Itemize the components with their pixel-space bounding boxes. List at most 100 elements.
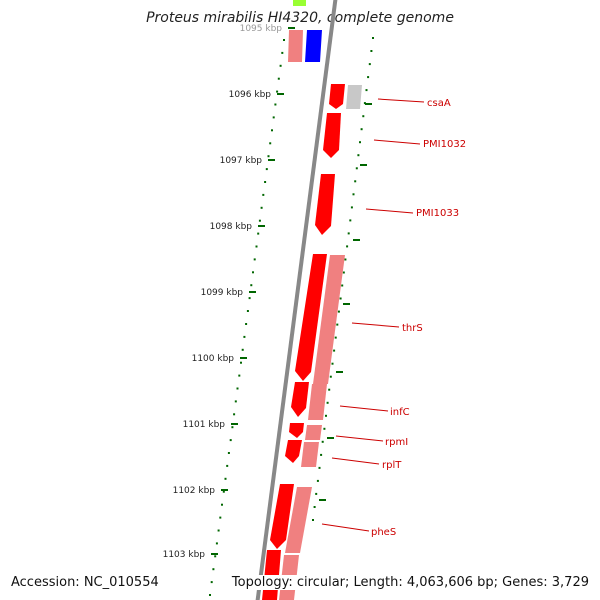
scale-dot xyxy=(231,426,234,429)
scale-label: 1101 kbp xyxy=(183,420,226,430)
scale-dot xyxy=(252,271,254,274)
scale-dot xyxy=(250,284,253,287)
scale-dot xyxy=(217,529,220,532)
outer-scale-ring xyxy=(312,37,374,521)
gene-pmi1033 xyxy=(315,174,335,235)
scale-dot xyxy=(222,490,225,493)
scale-dot xyxy=(277,77,280,80)
gene-phes-pink xyxy=(285,487,312,553)
scale-dot xyxy=(329,375,332,378)
gene-label: csaA xyxy=(427,98,451,109)
scale-dot xyxy=(368,63,371,66)
scale-dot xyxy=(355,167,358,170)
scale-dot xyxy=(257,232,260,235)
scale-dot xyxy=(316,479,319,482)
scale-dot xyxy=(236,387,239,390)
scale-labels: 1095 kbp 1096 kbp 1097 kbp 1098 kbp 1099 kbp… xyxy=(163,24,283,560)
scale-dot xyxy=(341,284,344,287)
scale-label: 1095 kbp xyxy=(240,24,283,34)
scale-dot xyxy=(265,168,268,171)
gene-thrs-pink xyxy=(313,255,345,384)
scale-dot xyxy=(334,336,337,339)
scale-dot xyxy=(318,466,321,469)
scale-dot xyxy=(238,374,241,377)
gene-features xyxy=(262,0,362,600)
scale-dot xyxy=(328,388,331,391)
gene-rpmi xyxy=(289,423,304,438)
scale-dot xyxy=(276,90,279,93)
scale-dot xyxy=(320,453,323,456)
gene-label: PMI1032 xyxy=(423,139,466,150)
scale-dot xyxy=(219,516,222,519)
gene-blue xyxy=(305,30,322,62)
label-leaders xyxy=(321,98,425,532)
scale-dot xyxy=(227,452,230,454)
scale-dot xyxy=(215,542,218,545)
gene-thrs xyxy=(295,254,327,381)
gene-label: thrS xyxy=(402,323,423,334)
gene-labels: csaA PMI1032 PMI1033 thrS infC rpmI rplT pheS xyxy=(371,98,466,538)
scale-dot xyxy=(267,155,270,158)
scale-dot xyxy=(342,271,345,274)
gene-label: pheS xyxy=(371,527,396,538)
scale-dot xyxy=(339,297,342,300)
scale-dot xyxy=(344,258,347,261)
gene-pink-top xyxy=(288,30,303,62)
scale-dot xyxy=(357,154,360,157)
scale-dot xyxy=(258,219,261,222)
scale-dot xyxy=(243,335,246,338)
scale-dot xyxy=(271,129,273,132)
scale-dot xyxy=(234,400,237,403)
scale-dot xyxy=(260,206,263,209)
gene-rpmi-pink xyxy=(305,425,322,440)
scale-dot xyxy=(248,297,251,300)
gene-infc-pink xyxy=(308,384,327,420)
backbone-line xyxy=(255,0,338,600)
scale-dot xyxy=(274,103,277,106)
scale-dot xyxy=(281,51,284,54)
scale-dot xyxy=(350,206,353,209)
scale-dot xyxy=(359,141,361,144)
scale-dot xyxy=(347,232,350,235)
scale-dot xyxy=(325,414,327,417)
accession-text: Accession: NC_010554 xyxy=(9,575,161,590)
gene-gray xyxy=(346,85,362,109)
scale-dot xyxy=(221,503,223,506)
scale-dot xyxy=(352,193,355,196)
scale-label: 1096 kbp xyxy=(229,90,272,100)
gene-label: PMI1033 xyxy=(416,208,459,219)
scale-dot xyxy=(362,115,365,118)
scale-dot xyxy=(212,568,215,571)
scale-dot xyxy=(210,581,213,584)
scale-label: 1098 kbp xyxy=(210,222,253,232)
scale-dot xyxy=(241,348,244,351)
scale-dot xyxy=(229,439,232,442)
scale-dot xyxy=(365,89,368,92)
topology-text: Topology: circular; Length: 4,063,606 bp… xyxy=(229,575,591,590)
gene-green xyxy=(293,0,306,6)
scale-dot xyxy=(240,361,242,364)
scale-dot xyxy=(264,181,267,183)
scale-dot xyxy=(233,413,236,416)
scale-dot xyxy=(262,193,265,196)
scale-label: 1103 kbp xyxy=(163,550,206,560)
scale-dot xyxy=(326,401,329,404)
scale-dot xyxy=(312,519,314,521)
scale-dot xyxy=(321,440,324,443)
gene-label: rpmI xyxy=(385,437,408,448)
scale-label: 1099 kbp xyxy=(201,288,244,298)
scale-dot xyxy=(354,180,357,183)
scale-dot xyxy=(333,349,336,352)
scale-dot xyxy=(253,258,256,261)
scale-dot xyxy=(214,555,217,558)
scale-dot xyxy=(279,64,282,67)
gene-label: infC xyxy=(390,407,410,418)
scale-dot xyxy=(272,116,275,119)
scale-ticks xyxy=(211,27,372,555)
scale-dot xyxy=(349,219,352,222)
scale-dot xyxy=(315,492,318,495)
gene-label: rplT xyxy=(382,460,402,471)
scale-label: 1102 kbp xyxy=(173,486,216,496)
scale-label: 1097 kbp xyxy=(220,156,263,166)
